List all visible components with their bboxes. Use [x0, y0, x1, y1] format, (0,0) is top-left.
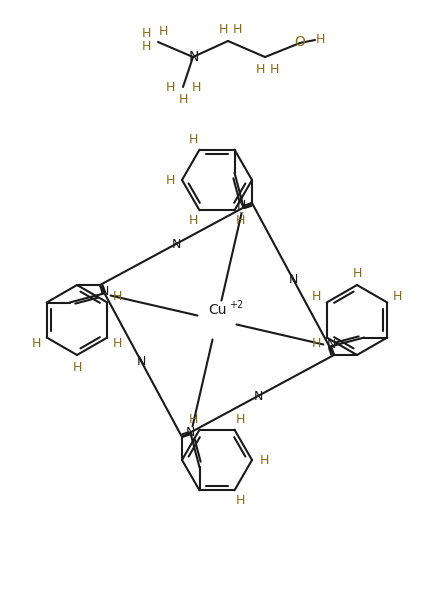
Text: H: H: [236, 413, 245, 426]
Text: H: H: [165, 81, 175, 93]
Text: H: H: [393, 290, 402, 303]
Text: H: H: [189, 133, 198, 146]
Text: H: H: [165, 173, 175, 186]
Text: H: H: [158, 25, 168, 38]
Text: Cu: Cu: [208, 303, 226, 317]
Text: +2: +2: [229, 300, 243, 310]
Text: H: H: [312, 290, 321, 303]
Text: H: H: [189, 413, 198, 426]
Text: O: O: [295, 35, 306, 49]
Text: H: H: [232, 23, 242, 36]
Text: H: H: [191, 81, 201, 93]
Text: H: H: [352, 266, 362, 279]
Text: N: N: [189, 50, 199, 64]
Text: H: H: [113, 290, 122, 303]
Text: H: H: [255, 63, 265, 76]
Text: H: H: [141, 26, 151, 39]
Text: H: H: [32, 337, 41, 350]
Text: H: H: [312, 337, 321, 350]
Text: H: H: [259, 453, 269, 467]
Text: N: N: [237, 199, 246, 212]
Text: H: H: [189, 214, 198, 227]
Text: N: N: [136, 354, 146, 368]
Text: H: H: [236, 494, 245, 507]
Text: H: H: [316, 33, 325, 46]
Text: N: N: [100, 285, 109, 298]
Text: N: N: [253, 389, 263, 402]
Text: H: H: [270, 63, 279, 76]
Text: H: H: [72, 360, 82, 373]
Text: N: N: [326, 338, 336, 351]
Text: H: H: [236, 214, 245, 227]
Text: H: H: [113, 337, 122, 350]
Text: ⁻: ⁻: [239, 210, 244, 220]
Text: N: N: [288, 272, 298, 285]
Text: H: H: [218, 23, 228, 36]
Text: N: N: [171, 237, 181, 250]
Text: H: H: [141, 39, 151, 52]
Text: ⁻: ⁻: [338, 339, 343, 349]
Text: N: N: [186, 426, 195, 438]
Text: H: H: [178, 92, 187, 106]
